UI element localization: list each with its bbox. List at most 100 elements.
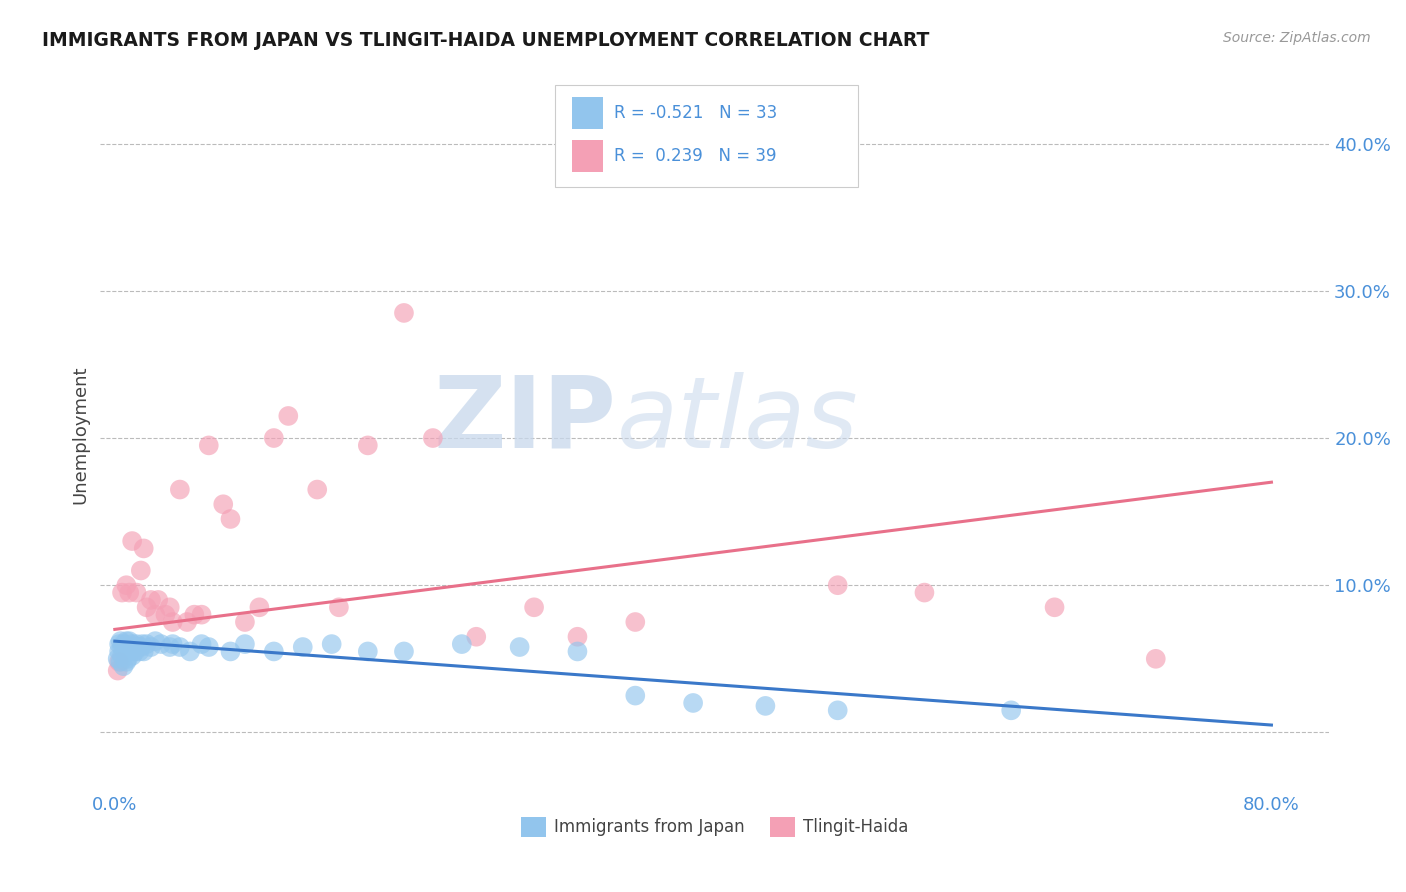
- Point: [328, 600, 350, 615]
- Point: [392, 644, 415, 658]
- Point: [108, 637, 131, 651]
- Point: [263, 431, 285, 445]
- Point: [110, 655, 132, 669]
- Point: [169, 640, 191, 654]
- Point: [150, 637, 173, 651]
- Point: [139, 640, 162, 654]
- Point: [307, 483, 329, 497]
- Point: [111, 648, 134, 663]
- Point: [107, 664, 129, 678]
- Point: [567, 644, 589, 658]
- Point: [450, 637, 472, 651]
- Point: [121, 534, 143, 549]
- Point: [159, 640, 181, 654]
- Point: [827, 703, 849, 717]
- Point: [148, 593, 170, 607]
- Point: [114, 644, 136, 658]
- Legend: Immigrants from Japan, Tlingit-Haida: Immigrants from Japan, Tlingit-Haida: [515, 810, 915, 844]
- Point: [118, 585, 141, 599]
- Point: [143, 607, 166, 622]
- Point: [176, 615, 198, 629]
- Point: [357, 438, 380, 452]
- Point: [321, 637, 343, 651]
- Point: [115, 578, 138, 592]
- Point: [108, 655, 131, 669]
- Point: [212, 497, 235, 511]
- Point: [1000, 703, 1022, 717]
- Point: [107, 652, 129, 666]
- Point: [183, 607, 205, 622]
- Point: [827, 578, 849, 592]
- Point: [233, 637, 256, 651]
- Point: [682, 696, 704, 710]
- Point: [128, 644, 150, 658]
- Point: [115, 655, 138, 669]
- Point: [190, 607, 212, 622]
- Text: ZIP: ZIP: [433, 372, 616, 468]
- Text: IMMIGRANTS FROM JAPAN VS TLINGIT-HAIDA UNEMPLOYMENT CORRELATION CHART: IMMIGRANTS FROM JAPAN VS TLINGIT-HAIDA U…: [42, 31, 929, 50]
- Point: [624, 615, 647, 629]
- Point: [422, 431, 444, 445]
- Point: [291, 640, 314, 654]
- Point: [754, 698, 776, 713]
- Point: [465, 630, 488, 644]
- Point: [392, 306, 415, 320]
- Point: [135, 637, 157, 651]
- Point: [120, 644, 142, 658]
- Point: [114, 640, 136, 654]
- Point: [129, 564, 152, 578]
- Point: [129, 640, 152, 654]
- Point: [159, 600, 181, 615]
- Point: [135, 600, 157, 615]
- Point: [117, 652, 139, 666]
- Point: [127, 640, 149, 654]
- Point: [233, 615, 256, 629]
- Text: R =  0.239   N = 39: R = 0.239 N = 39: [614, 147, 778, 165]
- Point: [357, 644, 380, 658]
- Point: [247, 600, 270, 615]
- Point: [1144, 652, 1167, 666]
- Point: [132, 541, 155, 556]
- Point: [1043, 600, 1066, 615]
- Point: [914, 585, 936, 599]
- Point: [121, 648, 143, 663]
- Point: [277, 409, 299, 423]
- Point: [112, 637, 135, 651]
- Point: [162, 637, 184, 651]
- Point: [131, 637, 153, 651]
- Text: Source: ZipAtlas.com: Source: ZipAtlas.com: [1223, 31, 1371, 45]
- Point: [624, 689, 647, 703]
- Point: [121, 637, 143, 651]
- Point: [523, 600, 546, 615]
- Point: [162, 615, 184, 629]
- Point: [132, 644, 155, 658]
- Y-axis label: Unemployment: Unemployment: [72, 365, 89, 504]
- Point: [122, 640, 145, 654]
- Point: [118, 640, 141, 654]
- Point: [111, 640, 134, 654]
- Point: [197, 438, 219, 452]
- Point: [117, 644, 139, 658]
- Point: [125, 637, 148, 651]
- Point: [169, 483, 191, 497]
- Point: [125, 585, 148, 599]
- Point: [111, 585, 134, 599]
- Point: [155, 607, 177, 622]
- Point: [112, 659, 135, 673]
- Point: [263, 644, 285, 658]
- Point: [179, 644, 201, 658]
- Point: [118, 634, 141, 648]
- Point: [509, 640, 531, 654]
- Point: [219, 644, 242, 658]
- Point: [110, 634, 132, 648]
- Point: [139, 593, 162, 607]
- Point: [143, 634, 166, 648]
- Point: [197, 640, 219, 654]
- Point: [108, 644, 131, 658]
- Point: [115, 634, 138, 648]
- Text: atlas: atlas: [616, 372, 858, 468]
- Point: [124, 644, 146, 658]
- Point: [567, 630, 589, 644]
- Point: [190, 637, 212, 651]
- Point: [219, 512, 242, 526]
